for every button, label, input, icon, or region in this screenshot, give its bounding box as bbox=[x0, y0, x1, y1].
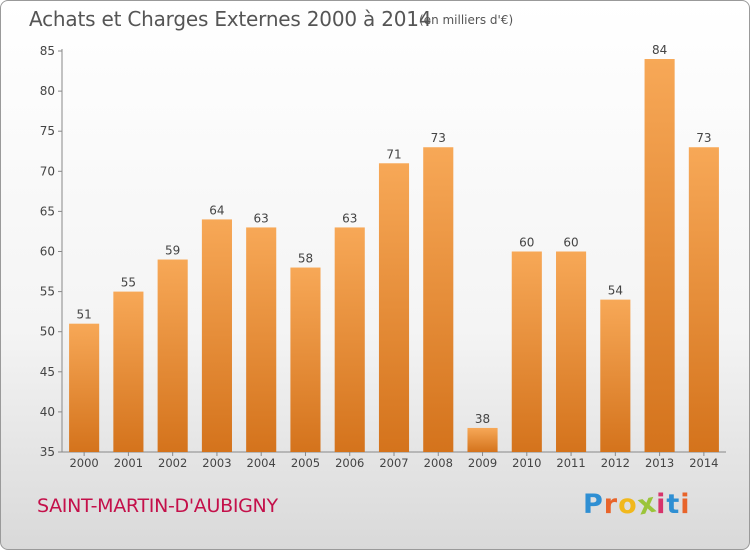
x-tick-label: 2005 bbox=[291, 456, 320, 470]
logo-letter: t bbox=[666, 489, 681, 520]
y-tick-label: 65 bbox=[40, 204, 55, 218]
y-tick-label: 45 bbox=[40, 365, 55, 379]
bar bbox=[688, 147, 719, 453]
y-tick-label: 70 bbox=[40, 164, 55, 178]
x-tick-label: 2010 bbox=[512, 456, 541, 470]
logo-letter: o bbox=[618, 489, 638, 520]
data-label: 71 bbox=[386, 147, 401, 161]
bar bbox=[467, 427, 498, 452]
y-tick-label: 85 bbox=[40, 44, 55, 58]
logo-letter: i bbox=[656, 489, 667, 520]
x-tick-label: 2009 bbox=[468, 456, 497, 470]
bar bbox=[423, 147, 454, 453]
bar bbox=[378, 163, 410, 452]
y-tick-label: 50 bbox=[40, 325, 55, 339]
data-label: 63 bbox=[342, 211, 357, 225]
bar bbox=[334, 227, 365, 452]
data-label: 73 bbox=[696, 131, 711, 145]
chart-subtitle: (en milliers d'€) bbox=[419, 13, 514, 27]
y-tick-label: 60 bbox=[40, 245, 55, 259]
bars bbox=[69, 59, 719, 453]
x-tick-label: 2006 bbox=[335, 456, 364, 470]
bar bbox=[69, 323, 100, 452]
bar bbox=[157, 259, 188, 452]
x-tick-label: 2001 bbox=[114, 456, 143, 470]
chart-title: Achats et Charges Externes 2000 à 2014 bbox=[29, 7, 432, 31]
x-tick-label: 2002 bbox=[158, 456, 187, 470]
data-label: 84 bbox=[652, 43, 667, 57]
y-tick-label: 55 bbox=[40, 285, 55, 299]
x-tick-label: 2011 bbox=[556, 456, 585, 470]
data-label: 51 bbox=[76, 308, 91, 322]
x-tick-label: 2013 bbox=[645, 456, 674, 470]
x-tick-label: 2003 bbox=[202, 456, 231, 470]
bar bbox=[113, 291, 144, 452]
bar bbox=[290, 267, 321, 452]
bar bbox=[511, 251, 542, 452]
labels: 2000 51 2001 55 2002 59 2003 64 2004 63 2005 58 2006… bbox=[69, 43, 718, 470]
data-label: 63 bbox=[254, 211, 269, 225]
data-label: 59 bbox=[165, 244, 180, 258]
bar bbox=[556, 251, 587, 452]
data-label: 73 bbox=[431, 131, 446, 145]
y-tick-label: 35 bbox=[40, 445, 55, 459]
logo-letter: r bbox=[603, 489, 619, 520]
data-label: 38 bbox=[475, 412, 490, 426]
proxiti-logo[interactable]: Proxiti bbox=[583, 487, 691, 521]
data-label: 55 bbox=[121, 276, 136, 290]
y-tick-label: 75 bbox=[40, 124, 55, 138]
logo-letter: i bbox=[680, 489, 691, 520]
y-tick-label: 40 bbox=[40, 405, 55, 419]
bar bbox=[644, 59, 675, 453]
x-tick-label: 2007 bbox=[379, 456, 408, 470]
data-label: 54 bbox=[608, 284, 623, 298]
x-tick-label: 2004 bbox=[247, 456, 276, 470]
data-label: 60 bbox=[519, 236, 534, 250]
x-tick-label: 2012 bbox=[601, 456, 630, 470]
bar bbox=[246, 227, 277, 452]
y-tick-label: 80 bbox=[40, 84, 55, 98]
data-label: 64 bbox=[209, 203, 224, 217]
x-tick-label: 2008 bbox=[424, 456, 453, 470]
bar bbox=[600, 299, 631, 452]
logo-letter: P bbox=[583, 489, 604, 520]
data-label: 58 bbox=[298, 252, 313, 266]
commune-name: SAINT-MARTIN-D'AUBIGNY bbox=[37, 495, 278, 517]
x-tick-label: 2014 bbox=[689, 456, 718, 470]
bar bbox=[201, 219, 232, 452]
axes: 35 40 45 50 55 60 65 70 75 80 85 bbox=[40, 44, 726, 459]
x-tick-label: 2000 bbox=[69, 456, 98, 470]
data-label: 60 bbox=[563, 236, 578, 250]
